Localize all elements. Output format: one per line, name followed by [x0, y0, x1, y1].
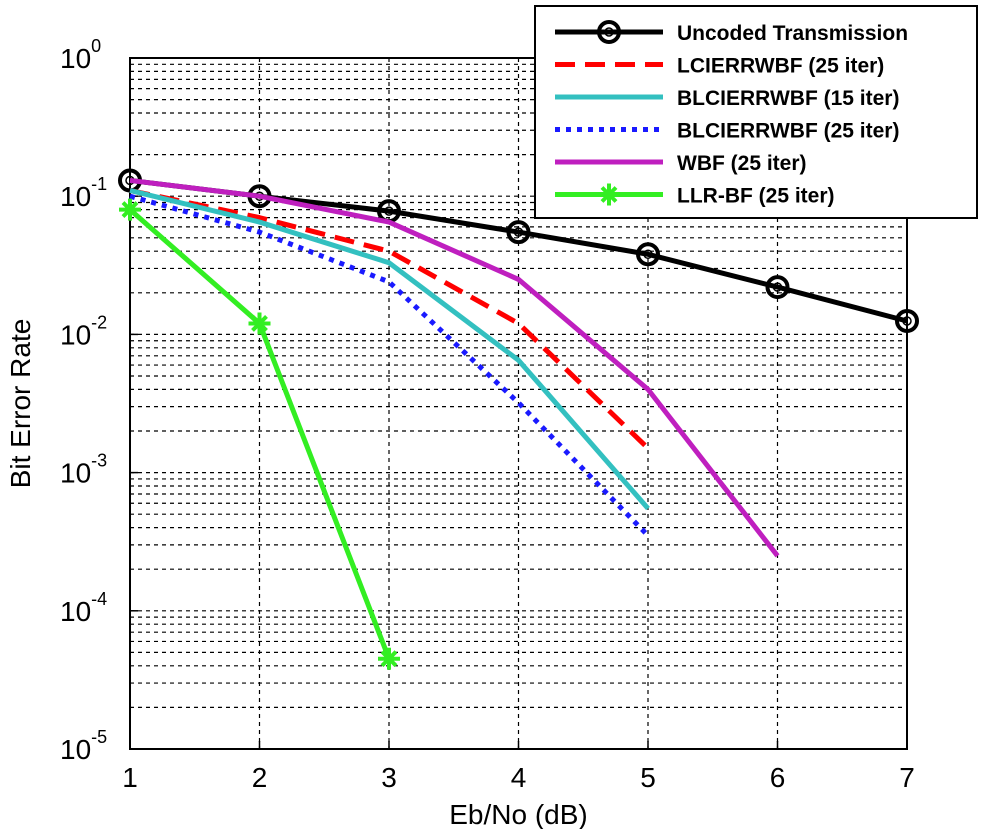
x-tick-label: 4 [511, 762, 527, 793]
legend-entry: WBF (25 iter) [555, 152, 807, 175]
x-tick-label: 1 [122, 762, 138, 793]
x-tick-label: 6 [770, 762, 786, 793]
x-tick-label: 5 [640, 762, 656, 793]
data-point-marker [636, 242, 660, 267]
data-point-marker-inner [772, 282, 783, 292]
data-point-marker-inner [384, 206, 394, 216]
series-5 [129, 177, 780, 558]
data-point-marker-inner [643, 249, 653, 260]
legend-entry: LCIERRWBF (25 iter) [555, 55, 884, 78]
legend-label: LCIERRWBF (25 iter) [677, 55, 884, 78]
legend-entry: Uncoded Transmission [555, 20, 908, 45]
data-point-marker [597, 20, 621, 44]
data-point-marker [119, 198, 141, 221]
data-point-marker [378, 647, 400, 670]
y-tick-label: 10-1 [60, 174, 107, 212]
x-tick-label: 3 [381, 762, 397, 793]
grid-lines [130, 58, 907, 749]
series-line [129, 193, 650, 538]
data-point-marker [506, 220, 531, 245]
legend-label: BLCIERRWBF (25 iter) [677, 120, 899, 143]
series-layer [118, 168, 919, 670]
data-point-marker-inner [604, 27, 614, 37]
series-3 [129, 188, 650, 511]
y-tick-label: 10-3 [60, 451, 107, 489]
legend-label: WBF (25 iter) [677, 152, 807, 175]
legend-entry: BLCIERRWBF (25 iter) [555, 120, 899, 143]
x-tick-label: 2 [252, 762, 268, 793]
legend: Uncoded Transmission LCIERRWBF (25 iter) B… [534, 5, 978, 219]
legend-entry: BLCIERRWBF (15 iter) [555, 87, 899, 110]
y-axis-label: Bit Error Rate [5, 319, 36, 489]
series-4 [129, 193, 650, 538]
legend-label: Uncoded Transmission [677, 22, 908, 45]
legend-label: LLR-BF (25 iter) [677, 185, 835, 208]
data-point-marker-inner [513, 227, 524, 237]
series-6 [119, 198, 400, 670]
data-point-marker [598, 183, 620, 206]
x-axis-label: Eb/No (dB) [449, 799, 588, 829]
data-point-marker [895, 309, 919, 334]
data-point-marker [248, 312, 271, 335]
series-line [129, 177, 780, 558]
y-tick-label: 100 [60, 36, 101, 74]
y-tick-label: 10-4 [60, 589, 107, 627]
data-point-marker-inner [902, 316, 912, 326]
legend-entry: LLR-BF (25 iter) [555, 183, 835, 208]
y-tick-label: 10-2 [60, 312, 107, 350]
series-line [129, 188, 650, 511]
axis-ticks: 1 2 3 4 5 6 7 100 10-1 10-2 10-3 10-4 10-5 [60, 36, 915, 793]
x-tick-label: 7 [899, 762, 915, 793]
legend-label: BLCIERRWBF (15 iter) [677, 87, 899, 110]
data-point-marker [765, 275, 790, 300]
y-tick-label: 10-5 [60, 727, 107, 765]
